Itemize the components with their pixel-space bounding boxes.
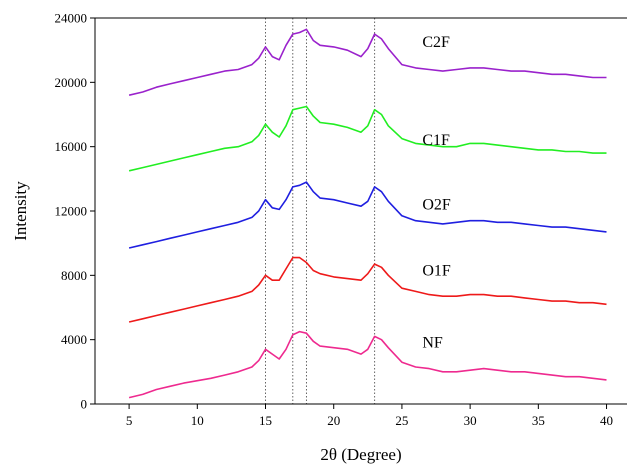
- x-axis-title: 2θ (Degree): [320, 445, 401, 464]
- series-line-c1f: [128, 105, 607, 172]
- series-line-nf: [128, 330, 607, 399]
- x-tick-label: 15: [259, 413, 272, 428]
- y-ticks: 0 4000 8000 12000 16000 20000 24000: [55, 11, 95, 412]
- y-tick-label: 16000: [55, 139, 88, 154]
- series-label-o1f: O1F: [422, 262, 451, 279]
- x-tick-label: 30: [464, 413, 477, 428]
- series-labels: NF O1F O2F C1F C2F: [422, 34, 451, 352]
- series-line-o1f: [128, 256, 607, 323]
- y-tick-label: 0: [81, 397, 88, 412]
- series-label-c1f: C1F: [422, 132, 450, 149]
- y-tick-label: 20000: [55, 75, 88, 90]
- y-tick-label: 4000: [61, 332, 87, 347]
- x-tick-label: 35: [532, 413, 545, 428]
- x-tick-label: 10: [191, 413, 204, 428]
- y-axis-title: Intensity: [11, 181, 30, 241]
- x-tick-label: 5: [126, 413, 133, 428]
- x-tick-label: 25: [395, 413, 408, 428]
- reference-lines: [265, 18, 376, 404]
- axes: [94, 17, 627, 405]
- y-tick-label: 8000: [61, 268, 87, 283]
- series-label-o2f: O2F: [422, 196, 451, 213]
- x-ticks: 5 10 15 20 25 30 35 40: [126, 404, 613, 428]
- series-line-o2f: [128, 181, 607, 249]
- y-tick-label: 24000: [55, 11, 88, 26]
- series-lines: [128, 28, 607, 399]
- y-tick-label: 12000: [55, 204, 88, 219]
- x-tick-label: 40: [600, 413, 613, 428]
- series-line-c2f: [128, 28, 607, 96]
- x-tick-label: 20: [327, 413, 340, 428]
- series-label-c2f: C2F: [422, 34, 450, 51]
- series-label-nf: NF: [422, 335, 443, 352]
